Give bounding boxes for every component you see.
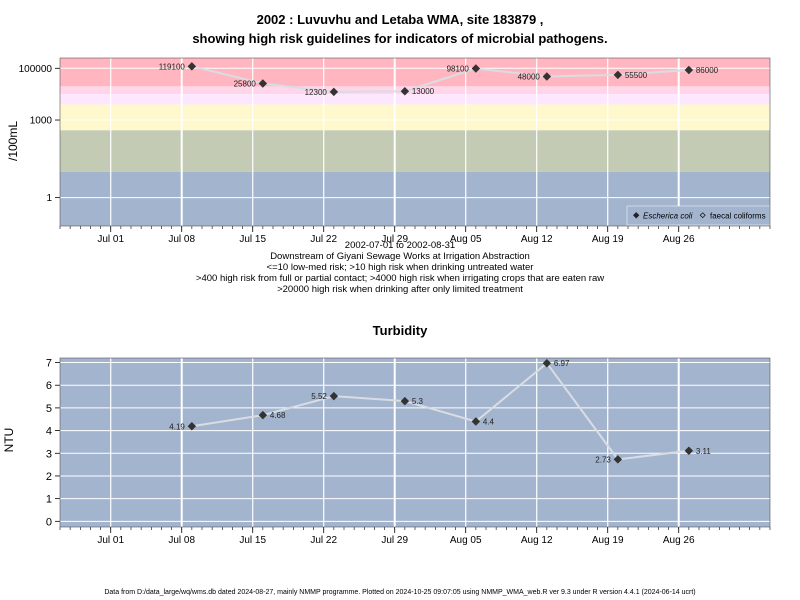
x-tick-label: Jul 22	[310, 535, 337, 546]
y-tick-label: 1	[46, 193, 52, 204]
data-point	[329, 87, 339, 97]
x-tick-label: Aug 26	[663, 234, 695, 245]
plot-frame	[59, 357, 771, 528]
caption-line-guideline-3: >20000 high risk when drinking after onl…	[277, 284, 523, 295]
data-point	[471, 417, 481, 426]
x-tick-label: Jul 08	[168, 234, 195, 245]
x-tick-label: Jul 15	[239, 234, 266, 245]
caption-line-site: Downstream of Giyani Sewage Works at Irr…	[270, 251, 530, 262]
turbidity-chart: Jul 01 Jul 08 Jul 15 Jul 22 Jul 29 Aug 05 Aug …	[46, 357, 771, 546]
x-tick-label: Jul 29	[381, 234, 408, 245]
data-label: 2.73	[595, 455, 611, 464]
caption-line-guideline-1: <=10 low-med risk; >10 high risk when dr…	[266, 262, 534, 273]
data-point	[329, 391, 339, 401]
x-tick-label: Jul 01	[97, 234, 124, 245]
y-tick-label: 1	[46, 494, 52, 506]
y-tick-label: 0	[46, 516, 52, 528]
data-label: 86000	[696, 66, 719, 75]
data-label: 48000	[518, 73, 541, 82]
x-tick-label: Aug 12	[521, 234, 553, 245]
chart-title-line1: 2002 : Luvuvhu and Letaba WMA, site 1838…	[256, 12, 544, 27]
legend-label-faecal: faecal coliforms	[710, 212, 766, 221]
x-tick-label: Jul 01	[97, 535, 124, 546]
x-tick-label: Aug 12	[521, 535, 553, 546]
series-line	[191, 361, 689, 461]
x-tick-label: Jul 08	[168, 535, 195, 546]
risk-band-3	[60, 104, 770, 131]
data-point	[400, 396, 410, 406]
x-tick-label: Jul 15	[239, 535, 266, 546]
data-point	[258, 79, 268, 88]
data-label: 98100	[447, 65, 470, 74]
data-label: 119100	[159, 62, 186, 71]
x-tick-label: Jul 29	[381, 535, 408, 546]
data-label: 5.52	[311, 392, 327, 401]
legend-marker-faecal	[699, 212, 706, 219]
caption-line-date-range: 2002-07-01 to 2002-08-31	[344, 240, 456, 251]
ecoli-chart: Jul 01 Jul 08 Jul 15 Jul 22 Jul 29 Aug 05 Aug …	[19, 57, 771, 245]
x-tick-label: Aug 26	[663, 535, 695, 546]
y-tick-label: 1000	[30, 116, 53, 127]
chart2-title: Turbidity	[372, 323, 428, 338]
caption-line-guideline-2: >400 high risk from full or partial cont…	[195, 273, 605, 284]
data-label: 3.11	[696, 447, 712, 456]
x-tick-label: Aug 19	[592, 535, 624, 546]
y-tick-label: 3	[46, 448, 52, 460]
risk-band-4	[60, 130, 770, 172]
y-tick-label: 6	[46, 380, 52, 392]
risk-band-1	[60, 86, 770, 95]
data-label: 13000	[412, 87, 435, 96]
risk-band-2	[60, 94, 770, 105]
chart1-caption: 2002-07-01 to 2002-08-31 Downstream of G…	[0, 240, 800, 295]
y-tick-label: 7	[46, 358, 52, 370]
data-point	[400, 86, 410, 96]
data-label: 4.4	[483, 418, 495, 427]
data-label: 55500	[625, 71, 648, 80]
x-tick-label: Jul 22	[310, 234, 337, 245]
footer-note: Data from D:/data_large/wq/wms.db dated …	[104, 589, 696, 596]
plot-background	[60, 358, 770, 527]
x-tick-label: Aug 05	[450, 234, 482, 245]
data-label: 6.97	[554, 359, 570, 368]
data-point	[258, 410, 268, 420]
legend-label-ecoli: Escherica coli	[643, 212, 693, 221]
data-label: 12300	[305, 88, 328, 97]
x-tick-label: Aug 05	[450, 535, 482, 546]
chart-title-line2: showing high risk guidelines for indicat…	[192, 31, 608, 46]
data-point	[187, 62, 197, 71]
data-point	[471, 64, 481, 73]
y-tick-label: 4	[46, 426, 52, 438]
data-label: 4.19	[169, 422, 185, 431]
series-line	[191, 65, 689, 93]
y-tick-label: 5	[46, 403, 52, 415]
data-label: 5.3	[412, 397, 424, 406]
y-tick-label: 100000	[19, 64, 53, 75]
plot-frame	[59, 57, 771, 227]
y-tick-label: 2	[46, 471, 52, 483]
data-label: 25800	[234, 80, 257, 89]
x-tick-label: Aug 19	[592, 234, 624, 245]
data-label: 4.68	[270, 411, 286, 420]
